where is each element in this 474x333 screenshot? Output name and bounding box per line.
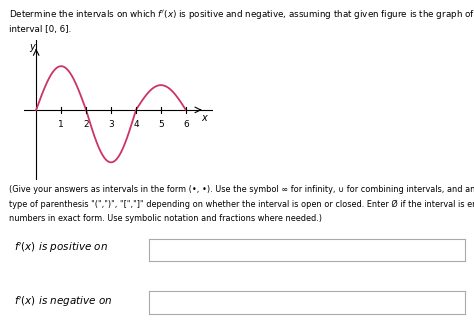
Text: x: x [201,113,207,123]
Text: 6: 6 [183,120,189,129]
Text: 1: 1 [58,120,64,129]
Text: (Give your answers as intervals in the form (•, •). Use the symbol ∞ for infinit: (Give your answers as intervals in the f… [9,185,474,194]
Text: numbers in exact form. Use symbolic notation and fractions where needed.): numbers in exact form. Use symbolic nota… [9,214,322,223]
Text: y: y [29,42,35,52]
Text: interval [0, 6].: interval [0, 6]. [9,25,72,34]
Text: 2: 2 [83,120,89,129]
Text: Determine the intervals on which $f'(x)$ is positive and negative, assuming that: Determine the intervals on which $f'(x)$… [9,8,474,21]
Text: $f'(x)$ is positive on: $f'(x)$ is positive on [14,241,108,255]
Text: type of parenthesis "(",")", "[","]" depending on whether the interval is open o: type of parenthesis "(",")", "[","]" dep… [9,200,474,209]
Text: 4: 4 [133,120,139,129]
Text: $f'(x)$ is negative on: $f'(x)$ is negative on [14,294,113,309]
Text: 3: 3 [108,120,114,129]
Text: 5: 5 [158,120,164,129]
